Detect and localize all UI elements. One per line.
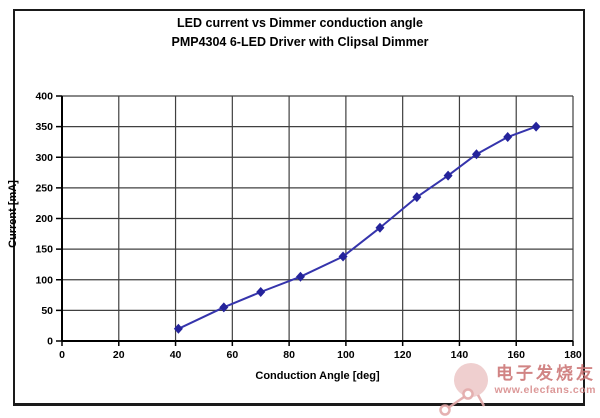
y-axis-title: Current [mA] bbox=[7, 180, 19, 248]
chart-subtitle: PMP4304 6-LED Driver with Clipsal Dimmer bbox=[171, 35, 429, 49]
y-tick-label: 100 bbox=[35, 274, 53, 286]
elecfans-watermark: 电子发烧友 www.elecfans.com bbox=[438, 358, 596, 416]
data-point-marker bbox=[412, 192, 422, 203]
data-point-marker bbox=[443, 170, 453, 181]
x-tick-label: 140 bbox=[451, 349, 469, 361]
x-axis-title: Conduction Angle [deg] bbox=[255, 370, 380, 382]
y-tick-label: 400 bbox=[35, 91, 53, 103]
watermark-url-text: www.elecfans.com bbox=[494, 384, 596, 396]
data-point-marker bbox=[531, 121, 541, 132]
y-tick-label: 50 bbox=[41, 305, 53, 317]
x-tick-label: 160 bbox=[507, 349, 525, 361]
x-tick-label: 40 bbox=[170, 349, 182, 361]
data-point-marker bbox=[375, 222, 385, 233]
x-tick-label: 20 bbox=[113, 349, 125, 361]
x-tick-label: 80 bbox=[283, 349, 295, 361]
data-point-marker bbox=[503, 132, 513, 143]
y-tick-label: 300 bbox=[35, 152, 53, 164]
data-point-marker bbox=[338, 251, 348, 262]
x-tick-label: 120 bbox=[394, 349, 412, 361]
chart-title: LED current vs Dimmer conduction angle bbox=[177, 16, 423, 30]
elecfans-watermark-icon bbox=[439, 363, 489, 416]
y-tick-label: 350 bbox=[35, 121, 53, 133]
data-point-marker bbox=[295, 271, 305, 282]
x-tick-label: 100 bbox=[337, 349, 355, 361]
y-tick-label: 200 bbox=[35, 213, 53, 225]
y-tick-label: 250 bbox=[35, 182, 53, 194]
data-point-marker bbox=[219, 302, 229, 313]
x-tick-label: 60 bbox=[226, 349, 238, 361]
data-point-marker bbox=[173, 323, 183, 334]
watermark-text-block: 电子发烧友 www.elecfans.com bbox=[494, 358, 596, 397]
y-tick-label: 0 bbox=[47, 336, 53, 348]
chart-frame bbox=[13, 9, 585, 406]
y-tick-label: 150 bbox=[35, 244, 53, 256]
x-tick-label: 180 bbox=[564, 349, 582, 361]
data-point-marker bbox=[256, 287, 266, 297]
watermark-chinese-text: 电子发烧友 bbox=[496, 364, 596, 383]
data-point-marker bbox=[471, 149, 481, 160]
x-tick-label: 0 bbox=[59, 349, 65, 361]
